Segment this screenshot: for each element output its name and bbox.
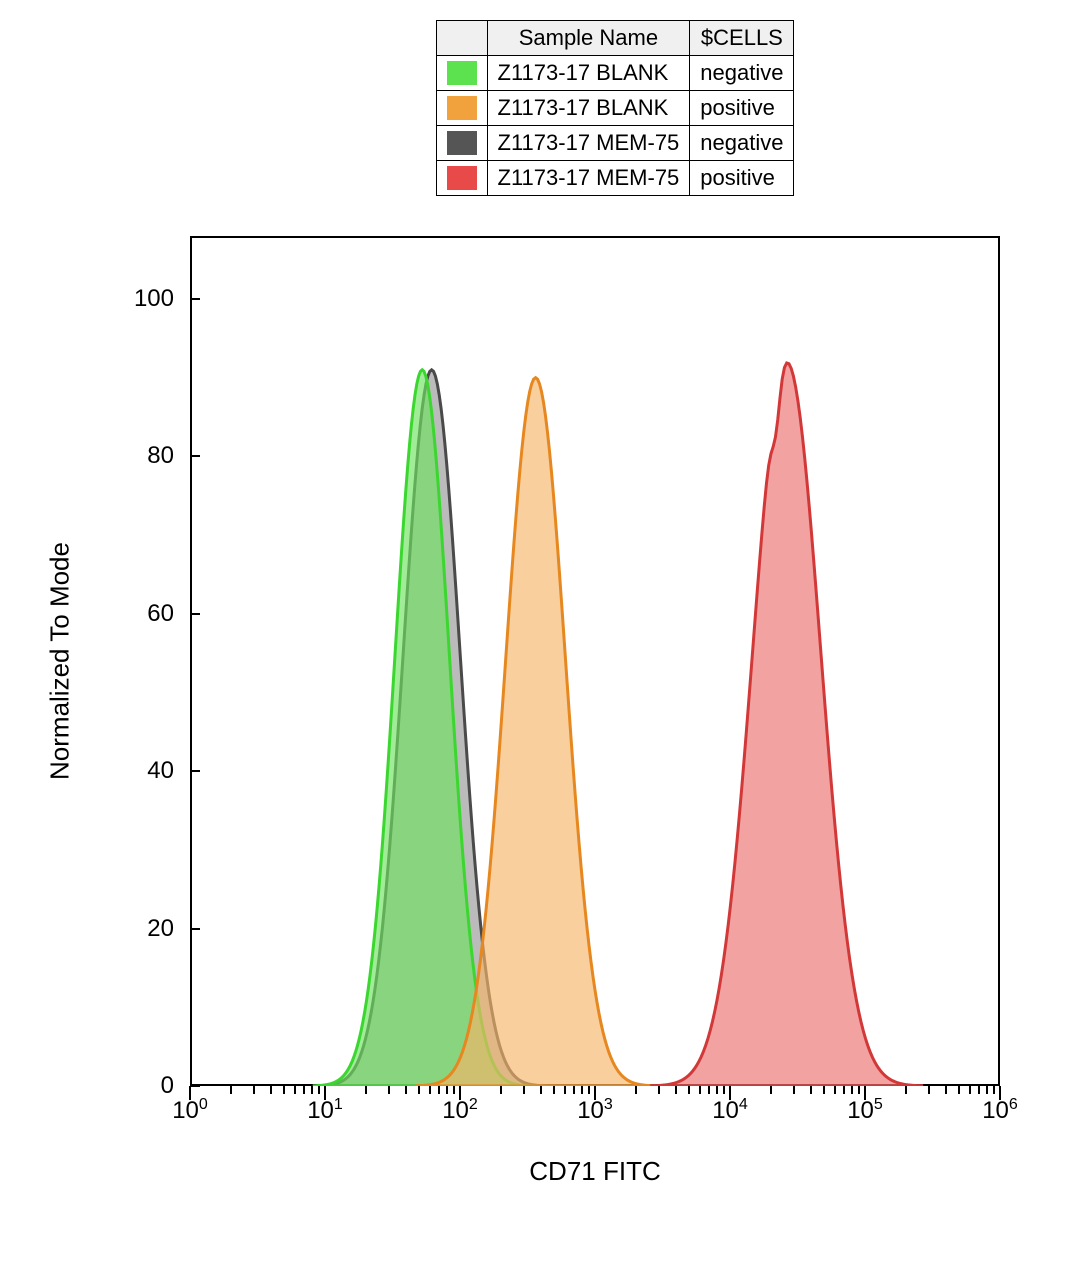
legend-cells: negative [690, 56, 794, 91]
legend-row: Z1173-17 MEM-75 negative [436, 126, 794, 161]
x-minor-tick-mark [540, 1086, 542, 1094]
x-minor-tick-mark [418, 1086, 420, 1094]
y-tick-label: 100 [40, 285, 190, 313]
legend-header-swatch [436, 21, 487, 56]
x-minor-tick-mark [810, 1086, 812, 1094]
legend-cells: negative [690, 126, 794, 161]
x-axis-label: CD71 FITC [529, 1156, 660, 1187]
x-minor-tick-mark [429, 1086, 431, 1094]
x-minor-tick-mark [253, 1086, 255, 1094]
legend-header-sample: Sample Name [487, 21, 690, 56]
y-tick-mark [190, 928, 200, 930]
legend-row: Z1173-17 BLANK positive [436, 91, 794, 126]
x-tick-label: 102 [442, 1096, 478, 1125]
y-tick-label: 20 [40, 915, 190, 943]
legend-header-cells: $CELLS [690, 21, 794, 56]
legend-row: Z1173-17 BLANK negative [436, 56, 794, 91]
x-minor-tick-mark [318, 1086, 320, 1094]
y-tick-label: 60 [40, 600, 190, 628]
x-minor-tick-mark [958, 1086, 960, 1094]
x-minor-tick-mark [928, 1086, 930, 1094]
legend-table: Sample Name $CELLS Z1173-17 BLANK negati… [436, 20, 795, 196]
x-minor-tick-mark [843, 1086, 845, 1094]
legend-swatch [447, 166, 477, 190]
x-minor-tick-mark [553, 1086, 555, 1094]
x-minor-tick-mark [230, 1086, 232, 1094]
legend-sample-name: Z1173-17 MEM-75 [487, 126, 690, 161]
x-tick-label: 105 [847, 1096, 883, 1125]
x-minor-tick-mark [523, 1086, 525, 1094]
y-tick-mark [190, 1085, 200, 1087]
x-minor-tick-mark [723, 1086, 725, 1094]
x-minor-tick-mark [658, 1086, 660, 1094]
x-minor-tick-mark [793, 1086, 795, 1094]
y-tick-mark [190, 455, 200, 457]
y-tick-label: 40 [40, 757, 190, 785]
y-tick-mark [190, 770, 200, 772]
x-minor-tick-mark [993, 1086, 995, 1094]
x-minor-tick-mark [303, 1086, 305, 1094]
x-minor-tick-mark [708, 1086, 710, 1094]
plot-area: Normalized To Mode CD71 FITC 0 20 40 60 80 10… [40, 216, 1040, 1216]
y-tick-label: 80 [40, 442, 190, 470]
x-minor-tick-mark [978, 1086, 980, 1094]
x-minor-tick-mark [851, 1086, 853, 1094]
x-minor-tick-mark [770, 1086, 772, 1094]
x-minor-tick-mark [388, 1086, 390, 1094]
x-minor-tick-mark [588, 1086, 590, 1094]
x-tick-label: 100 [172, 1096, 208, 1125]
legend-cells: positive [690, 91, 794, 126]
histogram-svg [190, 236, 1000, 1086]
x-minor-tick-mark [986, 1086, 988, 1094]
y-tick-mark [190, 298, 200, 300]
legend-swatch [447, 96, 477, 120]
x-minor-tick-mark [294, 1086, 296, 1094]
legend-row: Z1173-17 MEM-75 positive [436, 161, 794, 196]
x-minor-tick-mark [453, 1086, 455, 1094]
x-minor-tick-mark [905, 1086, 907, 1094]
y-tick-mark [190, 613, 200, 615]
x-minor-tick-mark [311, 1086, 313, 1094]
x-minor-tick-mark [581, 1086, 583, 1094]
x-minor-tick-mark [858, 1086, 860, 1094]
legend-swatch [447, 61, 477, 85]
x-minor-tick-mark [438, 1086, 440, 1094]
x-minor-tick-mark [699, 1086, 701, 1094]
legend-cells: positive [690, 161, 794, 196]
x-minor-tick-mark [573, 1086, 575, 1094]
y-tick-label: 0 [40, 1072, 190, 1100]
x-minor-tick-mark [635, 1086, 637, 1094]
x-minor-tick-mark [446, 1086, 448, 1094]
legend-sample-name: Z1173-17 BLANK [487, 91, 690, 126]
x-tick-label: 104 [712, 1096, 748, 1125]
x-tick-label: 106 [982, 1096, 1018, 1125]
x-minor-tick-mark [283, 1086, 285, 1094]
histogram-series [652, 363, 922, 1086]
x-minor-tick-mark [405, 1086, 407, 1094]
x-minor-tick-mark [500, 1086, 502, 1094]
legend-header-row: Sample Name $CELLS [436, 21, 794, 56]
y-axis-label: Normalized To Mode [45, 542, 76, 780]
x-tick-label: 101 [307, 1096, 343, 1125]
x-minor-tick-mark [675, 1086, 677, 1094]
x-minor-tick-mark [823, 1086, 825, 1094]
x-minor-tick-mark [688, 1086, 690, 1094]
legend-sample-name: Z1173-17 MEM-75 [487, 161, 690, 196]
x-minor-tick-mark [564, 1086, 566, 1094]
x-minor-tick-mark [945, 1086, 947, 1094]
x-minor-tick-mark [716, 1086, 718, 1094]
x-tick-label: 103 [577, 1096, 613, 1125]
legend-swatch [447, 131, 477, 155]
x-minor-tick-mark [270, 1086, 272, 1094]
x-minor-tick-mark [969, 1086, 971, 1094]
x-minor-tick-mark [834, 1086, 836, 1094]
x-minor-tick-mark [365, 1086, 367, 1094]
legend-sample-name: Z1173-17 BLANK [487, 56, 690, 91]
